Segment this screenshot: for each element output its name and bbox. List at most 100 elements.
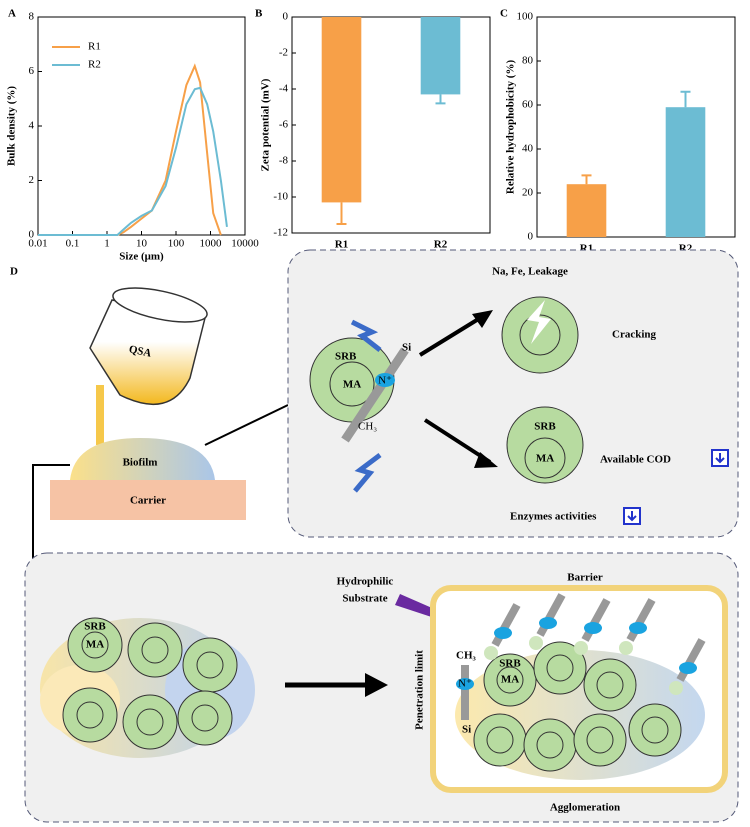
y-axis-label: Bulk density (%) — [6, 86, 18, 166]
y-tick-label: 80 — [522, 55, 534, 67]
y-tick-label: 0 — [528, 231, 534, 243]
cell-core — [536, 731, 564, 759]
charts: A Bulk density (%) 0 2 4 6 8 Size (μm) 0.01 0.1 1 1… — [6, 8, 736, 263]
agglomeration-label: Agglomeration — [550, 802, 620, 814]
cell-core — [546, 654, 574, 682]
cell-core — [496, 666, 524, 694]
cell-core — [486, 726, 514, 754]
si-star — [529, 636, 543, 650]
arrowhead — [472, 310, 493, 328]
panel-label: C — [500, 8, 508, 20]
qsa-molecule — [581, 598, 611, 642]
n-label: N⁺ — [458, 678, 472, 690]
n-plus — [456, 678, 474, 690]
y-tick-label: -12 — [273, 227, 288, 239]
n-plus — [494, 627, 512, 639]
x-axis-label: Size (μm) — [119, 251, 164, 263]
hydrophilic-label: Substrate — [342, 593, 387, 605]
y-tick-label: -2 — [279, 47, 288, 59]
cell-core — [586, 726, 614, 754]
lightning — [353, 453, 382, 493]
down-arrow — [627, 511, 637, 522]
n-plus — [375, 373, 395, 387]
x-tick-label: 0.01 — [28, 238, 47, 250]
n-plus — [679, 662, 697, 674]
connector — [204, 404, 289, 446]
qsa-molecule — [536, 593, 566, 637]
srb-label: SRB — [335, 351, 357, 363]
n-plus — [629, 622, 647, 634]
ma-label: MA — [501, 674, 519, 686]
series-line — [38, 86, 228, 236]
cell-core — [524, 437, 566, 479]
panel-label: A — [8, 8, 16, 20]
si-star — [484, 646, 498, 660]
y-tick-label: -6 — [279, 119, 289, 131]
enzymes-label: Enzymes activities — [510, 511, 597, 523]
y-tick-label: 60 — [522, 99, 534, 111]
legend-label: R2 — [88, 59, 101, 71]
cell-core — [329, 361, 375, 407]
y-tick-label: 0 — [29, 229, 35, 241]
cod-label: Available COD — [600, 454, 671, 466]
y-tick-label: 8 — [29, 11, 35, 23]
panel-label: D — [10, 266, 18, 278]
cup — [89, 299, 206, 406]
si-star — [619, 641, 633, 655]
si-star — [669, 681, 683, 695]
bar — [665, 107, 706, 237]
qsa-molecule — [341, 347, 409, 443]
n-plus — [584, 622, 602, 634]
plot-frame — [37, 16, 246, 236]
n-label: N⁺ — [378, 375, 392, 387]
error-bar — [581, 174, 592, 185]
error-bar — [680, 90, 691, 108]
qsa-label: QSA — [128, 343, 153, 359]
legend-label: R1 — [88, 41, 101, 53]
y-tick-label: 20 — [522, 187, 534, 199]
qsa-molecule — [626, 598, 656, 642]
srb-label: SRB — [84, 621, 106, 633]
y-tick-label: 6 — [29, 65, 35, 77]
ch3-label: CH₃ — [456, 650, 477, 662]
cell-core — [136, 708, 164, 736]
lightning — [350, 319, 382, 352]
y-tick-label: -8 — [279, 155, 289, 167]
mechanism-box — [287, 249, 739, 538]
cell-core — [191, 704, 219, 732]
y-tick-label: 0 — [283, 11, 289, 23]
cell-core — [76, 701, 104, 729]
plot-frame — [536, 16, 736, 238]
y-tick-label: 100 — [517, 11, 534, 23]
crack — [527, 300, 551, 344]
barrier-label: Barrier — [567, 572, 603, 584]
bar — [321, 17, 362, 203]
y-tick-label: 40 — [522, 143, 534, 155]
x-tick-label: R2 — [434, 239, 448, 251]
y-tick-label: 2 — [29, 174, 35, 186]
pour — [96, 385, 104, 445]
panel-label: B — [255, 8, 263, 20]
arrow — [418, 313, 487, 357]
ma-label: MA — [86, 639, 104, 651]
ch3-label: CH₃ — [358, 421, 377, 433]
srb-label: SRB — [499, 658, 521, 670]
cell-core — [641, 716, 669, 744]
biofilm — [70, 438, 215, 480]
arrowhead — [474, 452, 498, 468]
x-tick-label: 0.1 — [66, 238, 80, 250]
arrowhead — [365, 673, 388, 697]
y-axis-label: Zeta potential (mV) — [260, 78, 272, 171]
error-bar — [336, 202, 347, 225]
error-bar — [435, 94, 446, 105]
cell-core — [196, 651, 224, 679]
y-tick-label: 4 — [29, 120, 35, 132]
x-tick-label: R1 — [335, 239, 348, 251]
si-label: Si — [462, 724, 471, 736]
x-tick-label: 1000 — [200, 238, 223, 250]
x-tick-label: 10000 — [231, 238, 259, 250]
srb-label: SRB — [534, 421, 556, 433]
ma-label: MA — [343, 379, 361, 391]
qsa-molecule — [491, 603, 521, 647]
